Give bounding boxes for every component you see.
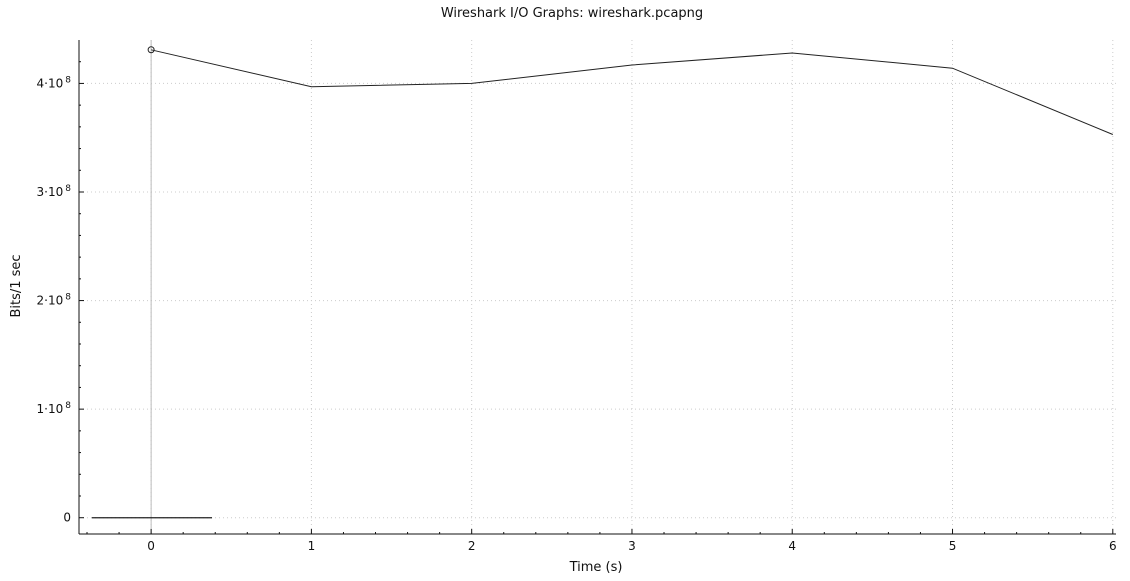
y-axis-label: Bits/1 sec (9, 254, 24, 317)
x-tick-label: 3 (628, 539, 636, 553)
y-tick-label: 1·10 8 (37, 401, 72, 416)
x-tick-label: 1 (308, 539, 316, 553)
y-tick-label: 3·10 8 (37, 184, 72, 199)
x-tick-label: 2 (468, 539, 476, 553)
x-tick-label: 0 (147, 539, 155, 553)
series-line[interactable] (150, 49, 1113, 135)
plot-area[interactable]: 0 1 2 3 4 5 6 0 1·10 8 2·10 8 3·10 8 4·10 8 (37, 40, 1117, 553)
y-tick-label: 4·10 8 (37, 75, 72, 90)
x-axis-label: Time (s) (569, 560, 623, 575)
selected-point-marker[interactable] (147, 46, 155, 54)
x-tick-label: 6 (1109, 539, 1117, 553)
x-tick-label: 5 (949, 539, 957, 553)
y-tick-label: 2·10 8 (37, 293, 72, 308)
chart-title: Wireshark I/O Graphs: wireshark.pcapng (441, 6, 703, 21)
y-tick-label: 0 (63, 511, 71, 525)
x-tick-label: 4 (788, 539, 796, 553)
